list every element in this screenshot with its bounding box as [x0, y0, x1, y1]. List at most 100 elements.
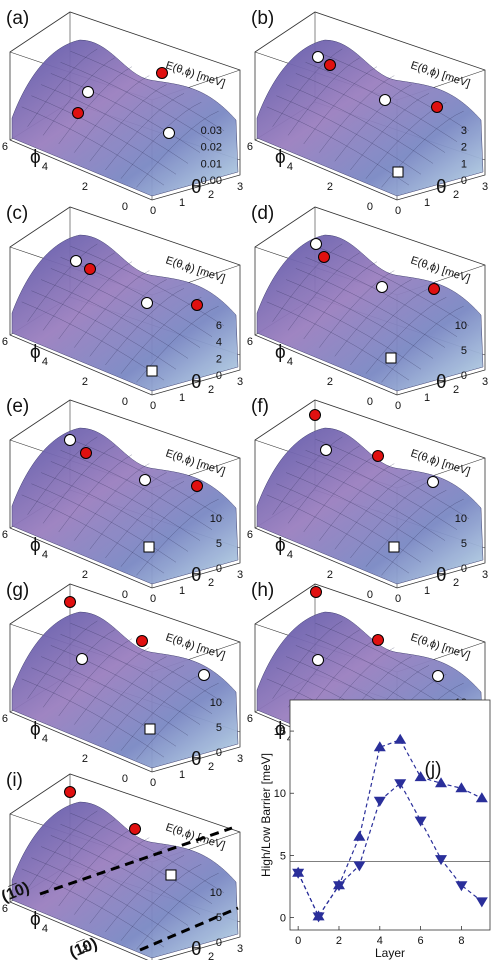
saddle-point-marker — [139, 474, 151, 486]
theta-axis-label: θ — [191, 939, 202, 960]
energy-surface — [256, 234, 484, 392]
z-tick-label: 3 — [461, 125, 467, 137]
energy-surface — [11, 39, 239, 197]
energy-maximum-marker — [64, 786, 76, 798]
phi-axis-label: ϕ — [275, 535, 286, 556]
minimum-marker — [146, 365, 158, 377]
z-tick-label: 2 — [216, 353, 222, 365]
saddle-point-marker — [310, 238, 322, 250]
phi-tick-label: 4 — [287, 549, 293, 561]
phi-tick-label: 6 — [247, 141, 253, 153]
saddle-point-marker — [312, 654, 324, 666]
z-tick-label: 0 — [461, 563, 467, 575]
z-tick-label: 0 — [216, 370, 222, 382]
energy-maximum-marker — [72, 107, 84, 119]
saddle-point-marker — [432, 670, 444, 682]
phi-tick-label: 2 — [327, 181, 333, 193]
phi-axis-label: ϕ — [275, 342, 286, 363]
z-tick-label: 0 — [461, 370, 467, 382]
energy-maximum-marker — [372, 634, 384, 646]
panel-label-j: (j) — [425, 759, 442, 780]
saddle-point-marker — [76, 653, 88, 665]
saddle-point-marker — [320, 444, 332, 456]
theta-tick-label: 1 — [424, 392, 430, 404]
saddle-point-marker — [70, 255, 82, 267]
energy-maximum-marker — [64, 596, 76, 608]
phi-axis-label: ϕ — [30, 342, 41, 363]
energy-maximum-marker — [372, 450, 384, 462]
y-tick-label: 15 — [274, 726, 286, 738]
phi-tick-label: 4 — [287, 161, 293, 173]
phi-tick-label: 6 — [247, 529, 253, 541]
phi-tick-label: 6 — [247, 713, 253, 725]
phi-tick-label: 4 — [287, 356, 293, 368]
minimum-marker — [392, 166, 404, 178]
theta-tick-label: 2 — [453, 577, 459, 589]
minimum-marker — [165, 869, 177, 881]
z-tick-label: 0.03 — [201, 125, 222, 137]
saddle-point-marker — [376, 281, 388, 293]
phi-tick-label: 0 — [122, 589, 128, 601]
series-2-point — [332, 881, 345, 892]
phi-tick-label: 6 — [2, 713, 8, 725]
x-tick-label: 4 — [377, 935, 383, 947]
saddle-point-marker — [141, 297, 153, 309]
series-1-point — [373, 741, 386, 752]
y-tick-label: 5 — [280, 850, 286, 862]
z-tick-label: 0 — [461, 175, 467, 187]
series-1-point — [475, 792, 488, 803]
energy-maximum-marker — [80, 447, 92, 459]
theta-tick-label: 0 — [150, 777, 156, 789]
series-2-point — [435, 855, 448, 866]
minimum-marker — [385, 352, 397, 364]
theta-tick-label: 3 — [482, 569, 488, 581]
phi-tick-label: 0 — [367, 589, 373, 601]
z-tick-label: 0 — [216, 747, 222, 759]
phi-tick-label: 2 — [327, 569, 333, 581]
phi-tick-label: 4 — [42, 549, 48, 561]
theta-axis-label: θ — [191, 565, 202, 586]
phi-axis-label: ϕ — [30, 719, 41, 740]
series-line-2 — [297, 782, 483, 918]
x-tick-label: 2 — [336, 935, 342, 947]
y-tick-label: 10 — [274, 788, 286, 800]
energy-maximum-marker — [191, 480, 203, 492]
energy-surface — [11, 611, 239, 769]
theta-tick-label: 0 — [150, 400, 156, 412]
phi-tick-label: 6 — [2, 336, 8, 348]
energy-maximum-marker — [318, 251, 330, 263]
series-2-point — [394, 779, 407, 790]
theta-tick-label: 0 — [395, 205, 401, 217]
dashed-line-lower — [139, 906, 239, 952]
z-tick-label: 10 — [210, 697, 222, 709]
theta-tick-label: 3 — [237, 569, 243, 581]
series-2-point — [312, 912, 325, 923]
saddle-point-marker — [379, 94, 391, 106]
theta-tick-label: 3 — [237, 943, 243, 955]
phi-axis-label: ϕ — [275, 719, 286, 740]
theta-tick-label: 2 — [208, 384, 214, 396]
x-tick-label: 6 — [418, 935, 424, 947]
theta-tick-label: 2 — [208, 577, 214, 589]
z-tick-label: 10 — [455, 320, 467, 332]
theta-tick-label: 2 — [208, 189, 214, 201]
z-tick-label: 5 — [216, 912, 222, 924]
z-tick-label: 0 — [216, 563, 222, 575]
panel-label: (f) — [251, 396, 269, 417]
theta-tick-label: 0 — [395, 400, 401, 412]
saddle-point-marker — [312, 51, 324, 63]
series-2-point — [475, 897, 488, 908]
x-tick-label: 0 — [295, 935, 301, 947]
series-1-point — [414, 771, 427, 782]
minimum-marker — [143, 541, 155, 553]
phi-tick-label: 4 — [42, 161, 48, 173]
panel-label: (i) — [6, 770, 23, 791]
z-tick-label: 0.01 — [201, 158, 222, 170]
z-tick-label: 5 — [461, 345, 467, 357]
theta-tick-label: 2 — [208, 761, 214, 773]
phi-tick-label: 2 — [82, 943, 88, 955]
theta-tick-label: 1 — [179, 769, 185, 781]
